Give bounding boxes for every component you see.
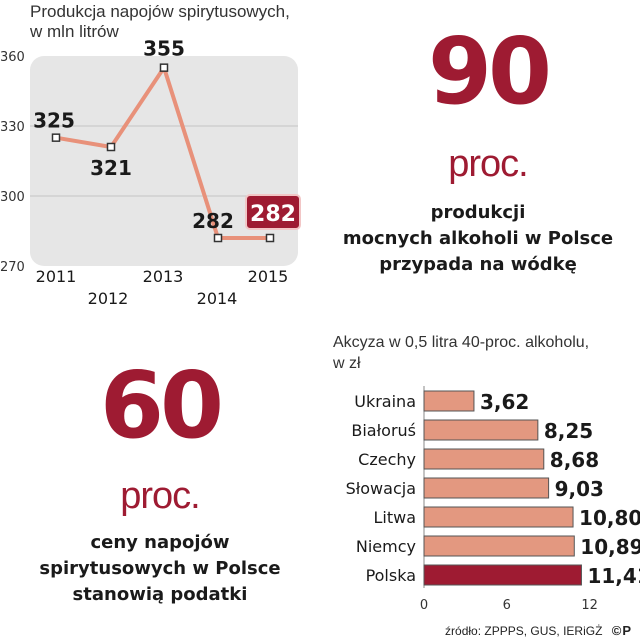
bar-value-label: 3,62 <box>480 390 529 414</box>
copyright-logo: ©P <box>611 623 632 638</box>
stat-90-line1: produkcji <box>430 202 526 223</box>
y-tick-label: 270 <box>0 260 25 275</box>
plot-background <box>30 56 298 266</box>
bar-category-label: Czechy <box>358 450 416 469</box>
bar-chart-title: Akcyza w 0,5 litra 40-proc. alkoholu, w … <box>333 332 589 374</box>
data-label: 282 <box>192 209 234 233</box>
bar-chart-title-line1: Akcyza w 0,5 litra 40-proc. alkoholu, <box>333 334 590 351</box>
data-point <box>51 133 61 142</box>
bar-category-label: Niemcy <box>356 537 416 556</box>
bar-category-label: Białoruś <box>351 421 416 440</box>
highlight-label-box <box>245 194 301 230</box>
bar <box>423 506 574 528</box>
bar-value-label: 8,68 <box>550 448 599 472</box>
stat-60-line2: spirytusowych w Polsce <box>39 558 281 579</box>
bar <box>423 390 475 412</box>
bar-category-label: Polska <box>366 566 416 585</box>
bar <box>423 564 582 586</box>
bar-value-label: 10,80 <box>579 506 640 530</box>
bar <box>423 448 545 470</box>
stat-90-caption: produkcji mocnych alkoholi w Polsce przy… <box>318 200 638 278</box>
data-point <box>159 63 169 72</box>
stat-60-number: 60 <box>99 352 224 459</box>
x-tick-label: 2014 <box>197 289 238 308</box>
bar-category-label: Litwa <box>373 508 416 527</box>
stat-60-unit: proc. <box>120 475 200 517</box>
line-chart-title-line2: w mln litrów <box>30 22 119 41</box>
data-label: 355 <box>143 37 185 61</box>
line-chart-title: Produkcja napojów spirytusowych, w mln l… <box>30 2 290 42</box>
x-tick-label: 0 <box>420 598 428 613</box>
bar <box>423 419 539 441</box>
y-tick-label: 300 <box>0 190 25 205</box>
y-tick-label: 360 <box>0 50 25 65</box>
data-label: 321 <box>90 156 132 180</box>
bar <box>423 477 550 499</box>
source-text: źródło: ZPPPS, GUS, IERiGŻ <box>445 624 603 638</box>
bar-category-label: Słowacja <box>346 479 416 498</box>
bar <box>423 535 575 557</box>
data-point <box>106 142 116 152</box>
bar-value-label: 10,89 <box>580 535 640 559</box>
data-label: 325 <box>33 109 75 133</box>
data-point <box>213 233 223 243</box>
bar-category-label: Ukraina <box>354 392 416 411</box>
x-tick-label: 2013 <box>143 267 184 286</box>
x-tick-label: 2015 <box>248 267 289 286</box>
x-tick-label: 2011 <box>36 267 77 286</box>
data-label-2015: 282 <box>250 202 296 227</box>
bar-value-label: 8,25 <box>544 419 593 443</box>
x-tick-label: 12 <box>581 598 598 613</box>
source-note: źródło: ZPPPS, GUS, IERiGŻ ©P <box>445 623 632 638</box>
x-tick-label: 2012 <box>88 289 129 308</box>
y-tick-label: 330 <box>0 120 25 135</box>
stat-60-line1: ceny napojów <box>90 532 230 553</box>
x-tick-label: 6 <box>503 598 511 613</box>
data-point <box>265 233 275 243</box>
stat-60-caption: ceny napojów spirytusowych w Polsce stan… <box>0 530 320 608</box>
stat-90-number: 90 <box>427 18 552 125</box>
bar-value-label: 11,41 <box>587 564 640 588</box>
stat-90-line2: mocnych alkoholi w Polsce <box>342 228 614 249</box>
stat-90-line3: przypada na wódkę <box>379 254 577 275</box>
line-chart-title-line1: Produkcja napojów spirytusowych, <box>30 2 290 21</box>
excise-bar-chart: 0 6 12 Ukraina 3,62 Białoruś 8,25 Czechy 8,68 Sł… <box>346 386 640 613</box>
bar-value-label: 9,03 <box>555 477 604 501</box>
bar-chart-title-line2: w zł <box>333 355 361 372</box>
stat-60-line3: stanowią podatki <box>72 584 248 605</box>
stat-90-unit: proc. <box>448 143 528 185</box>
production-line-chart: 360 330 300 270 325 321 355 282 282 2011 2012 2013… <box>0 37 301 308</box>
